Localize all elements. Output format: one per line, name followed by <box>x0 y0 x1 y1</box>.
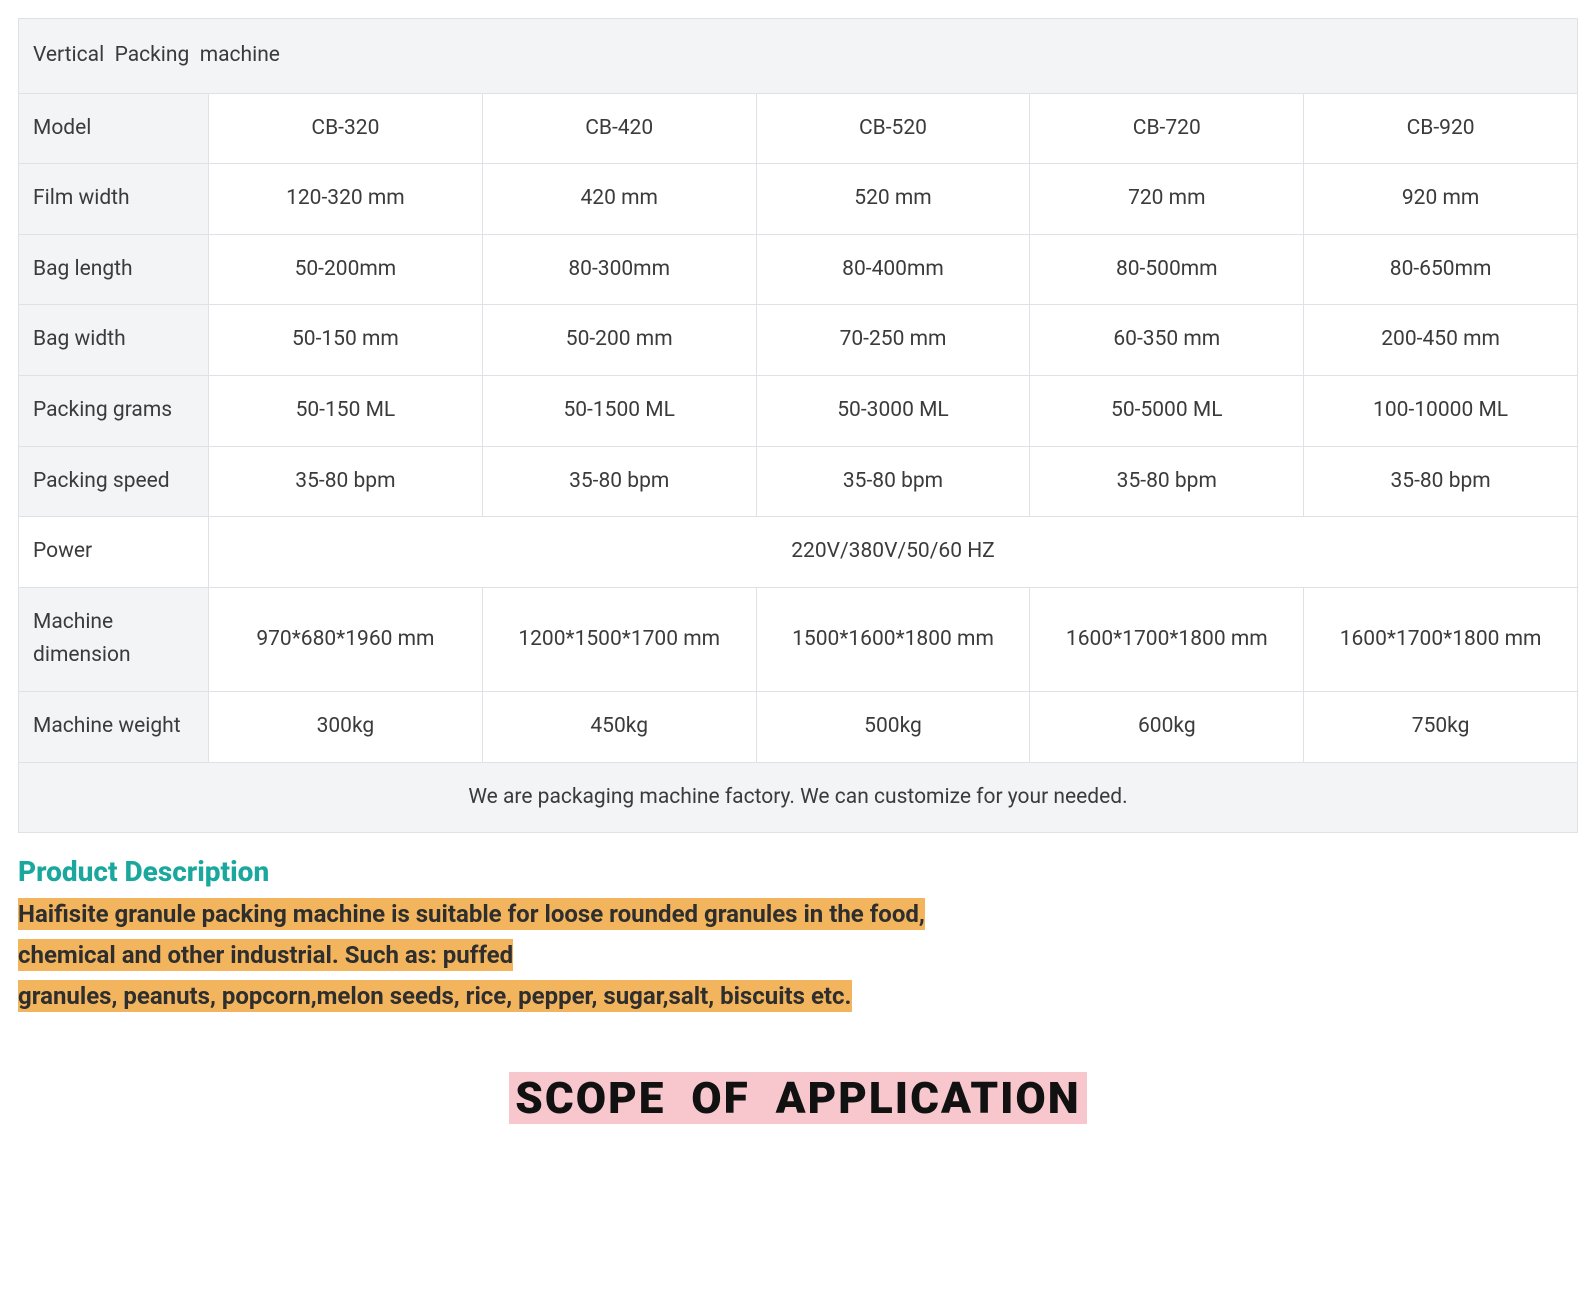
table-title-row: Vertical Packing machine <box>19 19 1578 94</box>
table-footer: We are packaging machine factory. We can… <box>19 762 1578 833</box>
row-span-value: 220V/380V/50/60 HZ <box>209 517 1578 588</box>
table-cell: 50-3000 ML <box>756 375 1030 446</box>
table-cell: 970*680*1960 mm <box>209 587 483 691</box>
table-cell: 1200*1500*1700 mm <box>482 587 756 691</box>
table-cell: 300kg <box>209 691 483 762</box>
row-label: Machine dimension <box>19 587 209 691</box>
table-cell: 120-320 mm <box>209 164 483 235</box>
table-cell: CB-420 <box>482 93 756 164</box>
table-cell: 80-650mm <box>1304 234 1578 305</box>
table-row: Packing grams50-150 ML50-1500 ML50-3000 … <box>19 375 1578 446</box>
table-cell: 500kg <box>756 691 1030 762</box>
table-cell: 920 mm <box>1304 164 1578 235</box>
table-cell: 70-250 mm <box>756 305 1030 376</box>
row-label: Bag length <box>19 234 209 305</box>
row-label: Packing speed <box>19 446 209 517</box>
table-cell: 520 mm <box>756 164 1030 235</box>
row-label: Model <box>19 93 209 164</box>
table-cell: 35-80 bpm <box>756 446 1030 517</box>
table-cell: CB-920 <box>1304 93 1578 164</box>
row-label: Bag width <box>19 305 209 376</box>
table-cell: 50-200mm <box>209 234 483 305</box>
product-description-text: Haifisite granule packing machine is sui… <box>18 894 1578 1016</box>
table-row: ModelCB-320CB-420CB-520CB-720CB-920 <box>19 93 1578 164</box>
table-row: Machine weight300kg450kg500kg600kg750kg <box>19 691 1578 762</box>
table-cell: 1600*1700*1800 mm <box>1030 587 1304 691</box>
table-cell: 100-10000 ML <box>1304 375 1578 446</box>
description-line: chemical and other industrial. Such as: … <box>18 939 513 971</box>
table-row: Power220V/380V/50/60 HZ <box>19 517 1578 588</box>
spec-table: Vertical Packing machine ModelCB-320CB-4… <box>18 18 1578 833</box>
table-cell: 50-150 mm <box>209 305 483 376</box>
table-cell: 420 mm <box>482 164 756 235</box>
row-label: Power <box>19 517 209 588</box>
table-cell: 50-150 ML <box>209 375 483 446</box>
table-cell: 60-350 mm <box>1030 305 1304 376</box>
table-row: Bag width50-150 mm50-200 mm70-250 mm60-3… <box>19 305 1578 376</box>
table-cell: 35-80 bpm <box>1030 446 1304 517</box>
table-cell: 200-450 mm <box>1304 305 1578 376</box>
table-cell: 35-80 bpm <box>482 446 756 517</box>
table-row: Bag length50-200mm80-300mm80-400mm80-500… <box>19 234 1578 305</box>
table-cell: 80-500mm <box>1030 234 1304 305</box>
description-line: granules, peanuts, popcorn,melon seeds, … <box>18 980 852 1012</box>
table-cell: 50-5000 ML <box>1030 375 1304 446</box>
table-cell: 80-300mm <box>482 234 756 305</box>
table-cell: 35-80 bpm <box>1304 446 1578 517</box>
table-cell: 50-200 mm <box>482 305 756 376</box>
table-cell: 1600*1700*1800 mm <box>1304 587 1578 691</box>
row-label: Film width <box>19 164 209 235</box>
table-cell: CB-720 <box>1030 93 1304 164</box>
scope-heading-text: SCOPE OF APPLICATION <box>509 1072 1086 1124</box>
table-cell: 450kg <box>482 691 756 762</box>
row-label: Packing grams <box>19 375 209 446</box>
table-cell: 600kg <box>1030 691 1304 762</box>
table-cell: 35-80 bpm <box>209 446 483 517</box>
table-footer-row: We are packaging machine factory. We can… <box>19 762 1578 833</box>
table-cell: 80-400mm <box>756 234 1030 305</box>
table-cell: 720 mm <box>1030 164 1304 235</box>
table-cell: 1500*1600*1800 mm <box>756 587 1030 691</box>
scope-heading: SCOPE OF APPLICATION <box>18 1072 1578 1124</box>
description-line: Haifisite granule packing machine is sui… <box>18 898 925 930</box>
table-row: Film width120-320 mm420 mm520 mm720 mm92… <box>19 164 1578 235</box>
table-row: Packing speed35-80 bpm35-80 bpm35-80 bpm… <box>19 446 1578 517</box>
table-cell: 50-1500 ML <box>482 375 756 446</box>
table-cell: CB-520 <box>756 93 1030 164</box>
row-label: Machine weight <box>19 691 209 762</box>
table-cell: CB-320 <box>209 93 483 164</box>
table-title: Vertical Packing machine <box>19 19 1578 94</box>
table-row: Machine dimension970*680*1960 mm1200*150… <box>19 587 1578 691</box>
table-cell: 750kg <box>1304 691 1578 762</box>
product-description-heading: Product Description <box>18 855 1578 888</box>
